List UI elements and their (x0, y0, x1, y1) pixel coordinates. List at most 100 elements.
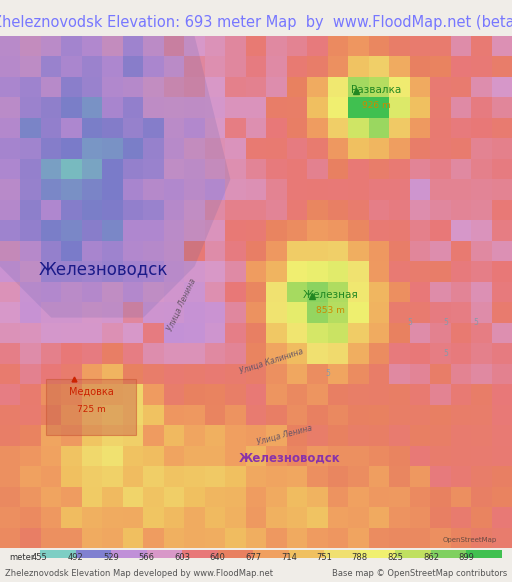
Bar (225, 36, 246, 56)
Bar (218, 551, 253, 558)
Bar (266, 261, 287, 282)
Bar (451, 118, 471, 139)
Bar (164, 241, 184, 261)
Bar (451, 159, 471, 179)
Bar (266, 77, 287, 97)
Bar (369, 487, 389, 507)
Bar (164, 384, 184, 404)
Bar (266, 425, 287, 446)
Bar (471, 97, 492, 118)
Bar (123, 282, 143, 302)
Bar (307, 200, 328, 221)
Bar (369, 527, 389, 548)
Bar (246, 159, 266, 179)
Bar (82, 118, 102, 139)
Bar (102, 97, 123, 118)
Bar (82, 221, 102, 241)
Bar (328, 261, 348, 282)
Bar (205, 343, 225, 364)
Bar (492, 139, 512, 159)
Bar (410, 384, 430, 404)
Bar (246, 507, 266, 527)
Bar (225, 118, 246, 139)
Polygon shape (0, 36, 230, 318)
Bar (20, 139, 41, 159)
Bar (471, 200, 492, 221)
Bar (164, 323, 184, 343)
Bar (287, 56, 307, 77)
Bar (471, 77, 492, 97)
Bar (0, 56, 20, 77)
Bar (266, 343, 287, 364)
Bar (41, 261, 61, 282)
Bar (184, 323, 205, 343)
Bar (246, 261, 266, 282)
Bar (471, 179, 492, 200)
Bar (471, 282, 492, 302)
Bar (41, 527, 61, 548)
Bar (102, 179, 123, 200)
Bar (389, 323, 410, 343)
Bar (328, 527, 348, 548)
Bar (328, 302, 348, 323)
Bar (430, 77, 451, 97)
Bar (430, 527, 451, 548)
Bar (492, 527, 512, 548)
Bar (246, 221, 266, 241)
Bar (0, 384, 20, 404)
Bar (225, 56, 246, 77)
Bar (348, 118, 369, 139)
Bar (0, 159, 20, 179)
Bar (205, 241, 225, 261)
Bar (348, 425, 369, 446)
Bar (307, 302, 328, 323)
Bar (369, 97, 389, 118)
Bar (287, 261, 307, 282)
Bar (123, 446, 143, 466)
Bar (410, 466, 430, 487)
Bar (266, 56, 287, 77)
Bar (410, 302, 430, 323)
Bar (0, 282, 20, 302)
Bar (20, 97, 41, 118)
Bar (430, 507, 451, 527)
Bar (451, 487, 471, 507)
Bar (246, 425, 266, 446)
Bar (102, 159, 123, 179)
Bar (266, 97, 287, 118)
Bar (41, 139, 61, 159)
Bar (41, 282, 61, 302)
Bar (205, 466, 225, 487)
Bar (246, 97, 266, 118)
Bar (225, 282, 246, 302)
Bar (123, 323, 143, 343)
Bar (348, 159, 369, 179)
Bar (164, 302, 184, 323)
Bar (266, 384, 287, 404)
Bar (61, 241, 82, 261)
Bar (471, 323, 492, 343)
Bar (389, 364, 410, 384)
Bar (266, 282, 287, 302)
Bar (102, 36, 123, 56)
Bar (61, 77, 82, 97)
Bar (389, 282, 410, 302)
Text: 862: 862 (423, 553, 439, 562)
Bar (225, 221, 246, 241)
Bar (369, 261, 389, 282)
Bar (0, 221, 20, 241)
Bar (410, 159, 430, 179)
Bar (205, 261, 225, 282)
Bar (430, 159, 451, 179)
Bar (369, 77, 389, 97)
Bar (205, 527, 225, 548)
Bar (287, 139, 307, 159)
Bar (389, 179, 410, 200)
Bar (328, 446, 348, 466)
Text: 926 m: 926 m (362, 101, 391, 110)
Bar (328, 200, 348, 221)
Bar (143, 404, 164, 425)
Bar (307, 139, 328, 159)
Bar (287, 77, 307, 97)
Text: Железная: Железная (303, 290, 358, 300)
